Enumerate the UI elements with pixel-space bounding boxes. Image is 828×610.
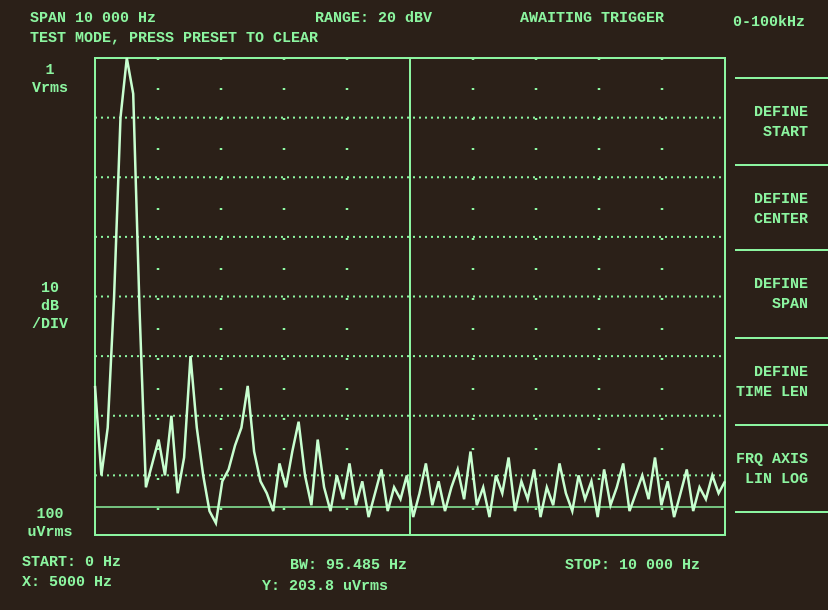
scale-label: /DIV <box>32 316 68 333</box>
spectrum-trace <box>93 57 727 528</box>
stop: STOP: 10 000 Hz <box>565 557 700 574</box>
start: START: 0 Hz <box>22 554 121 571</box>
softkey-label[interactable]: START <box>763 124 808 141</box>
scale-label: Vrms <box>32 80 68 97</box>
marker-x: X: 5000 Hz <box>22 574 112 591</box>
softkey-label[interactable]: FRQ AXIS <box>736 451 808 468</box>
softkeys: DEFINE START DEFINE CENTER DEFINE SPAN DEFINE T… <box>735 77 828 513</box>
status: AWAITING TRIGGER <box>520 10 664 27</box>
softkey-label[interactable]: DEFINE <box>754 191 808 208</box>
softkey-label[interactable]: TIME LEN <box>736 384 808 401</box>
scale-label: uVrms <box>27 524 72 541</box>
scale-label: dB <box>41 298 59 315</box>
softkey-label[interactable]: DEFINE <box>754 364 808 381</box>
band: 0-100kHz <box>733 14 805 31</box>
bw: BW: 95.485 Hz <box>290 557 407 574</box>
span: SPAN 10 000 Hz <box>30 10 156 27</box>
softkey-label[interactable]: DEFINE <box>754 276 808 293</box>
softkey-label[interactable]: LIN LOG <box>745 471 808 488</box>
range: RANGE: 20 dBV <box>315 10 432 27</box>
scale-label: 10 <box>41 280 59 297</box>
marker-y: Y: 203.8 uVrms <box>262 578 388 595</box>
mode: TEST MODE, PRESS PRESET TO CLEAR <box>30 30 318 47</box>
scale-label: 1 <box>45 62 54 79</box>
softkey-label[interactable]: DEFINE <box>754 104 808 121</box>
graticule <box>93 57 727 536</box>
scale-label: 100 <box>36 506 63 523</box>
softkey-label[interactable]: CENTER <box>754 211 808 228</box>
softkey-label[interactable]: SPAN <box>772 296 808 313</box>
